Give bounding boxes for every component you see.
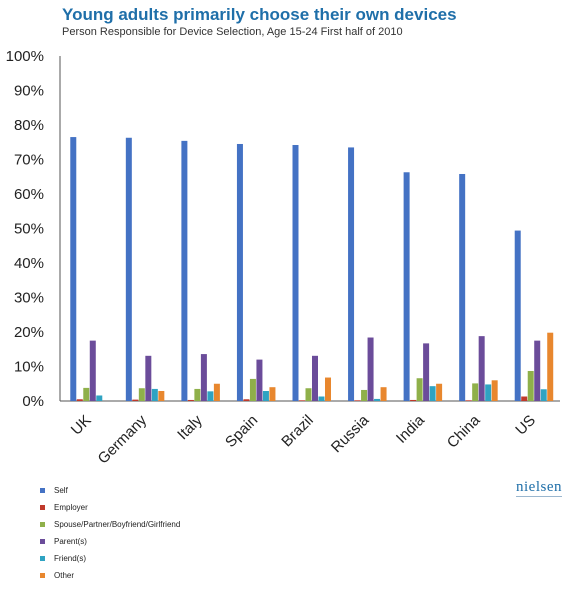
bar-spouse-partner-boyfriend-girlfriend-india (416, 378, 423, 401)
bar-employer-uk (76, 399, 83, 401)
x-tick-labels: UK Germany Italy Spain Brazil Russia India Chin… (68, 411, 539, 467)
bar-employer-us (521, 396, 528, 401)
bar-friend-s--india (429, 386, 436, 401)
bar-spouse-partner-boyfriend-girlfriend-germany (138, 388, 145, 401)
x-tick-label: Germany (95, 411, 151, 467)
legend-label: Other (54, 571, 75, 580)
chart-subtitle: Person Responsible for Device Selection,… (62, 26, 403, 38)
bar-spouse-partner-boyfriend-girlfriend-spain (249, 378, 256, 401)
legend-swatch (40, 488, 45, 493)
legend-swatch (40, 505, 45, 510)
logo-underline (516, 496, 562, 497)
legend-swatch (40, 522, 45, 527)
bar-friend-s--spain (262, 391, 269, 401)
bar-other-spain (269, 387, 276, 401)
legend-label: Self (54, 486, 68, 495)
x-tick-label: UK (68, 412, 95, 439)
y-tick-label: 100% (6, 48, 44, 65)
x-tick-label: Italy (174, 411, 206, 443)
bar-friend-s--us (540, 389, 547, 401)
x-tick-label: Russia (328, 411, 373, 456)
legend-item: Spouse/Partner/Boyfriend/Girlfriend (40, 520, 180, 529)
bar-friend-s--germany (151, 388, 158, 401)
y-tick-label: 70% (14, 152, 44, 169)
bar-friend-s--italy (207, 391, 214, 401)
legend-item: Other (40, 571, 74, 580)
bar-self-italy (181, 140, 188, 401)
bar-other-russia (380, 387, 387, 401)
bar-spouse-partner-boyfriend-girlfriend-brazil (305, 388, 312, 401)
bar-self-us (514, 230, 521, 401)
y-tick-label: 40% (14, 255, 44, 272)
bar-parent-s--india (423, 343, 430, 401)
bar-self-uk (70, 137, 77, 401)
bar-employer-germany (132, 399, 139, 401)
bar-parent-s--china (478, 336, 485, 401)
bar-parent-s--russia (367, 337, 374, 401)
bars (70, 137, 554, 402)
bar-friend-s--china (485, 384, 492, 401)
x-tick-label: India (393, 411, 428, 446)
y-tick-label: 90% (14, 83, 44, 100)
y-tick-label: 0% (22, 393, 44, 410)
bar-parent-s--brazil (312, 355, 318, 401)
bar-employer-china (465, 400, 472, 401)
legend-item: Self (40, 486, 68, 495)
bar-self-india (403, 172, 410, 401)
bar-parent-s--uk (89, 340, 96, 402)
legend-swatch (40, 573, 45, 578)
bar-friend-s--uk (96, 395, 103, 401)
legend-label: Spouse/Partner/Boyfriend/Girlfriend (54, 520, 181, 529)
legend-item: Employer (40, 503, 88, 512)
bar-other-italy (213, 383, 220, 401)
bar-self-spain (236, 143, 243, 402)
y-tick-label: 50% (14, 221, 44, 238)
bar-spouse-partner-boyfriend-girlfriend-russia (361, 389, 368, 401)
bar-employer-india (410, 399, 417, 401)
bar-other-india (436, 383, 443, 401)
legend-label: Friend(s) (54, 554, 87, 563)
bar-friend-s--russia (374, 398, 381, 401)
legend-label: Parent(s) (54, 537, 87, 546)
bar-self-china (459, 173, 466, 401)
x-tick-label: US (512, 412, 539, 439)
bar-parent-s--us (534, 340, 541, 402)
bar-employer-russia (354, 400, 361, 401)
legend-swatch (40, 539, 45, 544)
bar-employer-spain (243, 399, 250, 401)
bar-chart: 0% 10% 20% 30% 40% 50% 60% 70% 80% 90% 100% UK Germ… (6, 48, 560, 467)
bar-other-germany (158, 391, 165, 401)
bar-self-germany (125, 137, 132, 401)
y-tick-label: 80% (14, 117, 44, 134)
chart-title: Young adults primarily choose their own … (62, 5, 457, 24)
bar-friend-s--brazil (318, 396, 325, 401)
bar-spouse-partner-boyfriend-girlfriend-italy (194, 388, 201, 401)
bar-other-brazil (325, 377, 331, 401)
bar-self-russia (348, 147, 355, 401)
bar-parent-s--germany (145, 355, 152, 401)
y-tick-label: 10% (14, 359, 44, 376)
y-tick-labels: 0% 10% 20% 30% 40% 50% 60% 70% 80% 90% 100% (6, 48, 44, 410)
bar-spouse-partner-boyfriend-girlfriend-uk (83, 387, 90, 401)
y-tick-label: 60% (14, 186, 44, 203)
x-tick-label: Brazil (278, 412, 317, 451)
y-tick-label: 20% (14, 324, 44, 341)
bar-self-brazil (292, 145, 299, 401)
y-tick-label: 30% (14, 290, 44, 307)
legend-label: Employer (54, 503, 88, 512)
bar-spouse-partner-boyfriend-girlfriend-us (527, 370, 534, 401)
bar-other-china (491, 380, 498, 401)
nielsen-logo: nielsen (516, 479, 562, 495)
legend-swatch (40, 556, 45, 561)
x-tick-label: Spain (222, 412, 261, 451)
x-tick-label: China (444, 411, 484, 451)
bar-spouse-partner-boyfriend-girlfriend-china (472, 383, 479, 401)
bar-parent-s--italy (200, 354, 207, 401)
bar-employer-brazil (299, 400, 305, 401)
bar-parent-s--spain (256, 359, 263, 401)
legend-item: Friend(s) (40, 554, 86, 563)
legend-item: Parent(s) (40, 537, 87, 546)
bar-employer-italy (187, 399, 194, 401)
bar-other-us (547, 332, 554, 401)
